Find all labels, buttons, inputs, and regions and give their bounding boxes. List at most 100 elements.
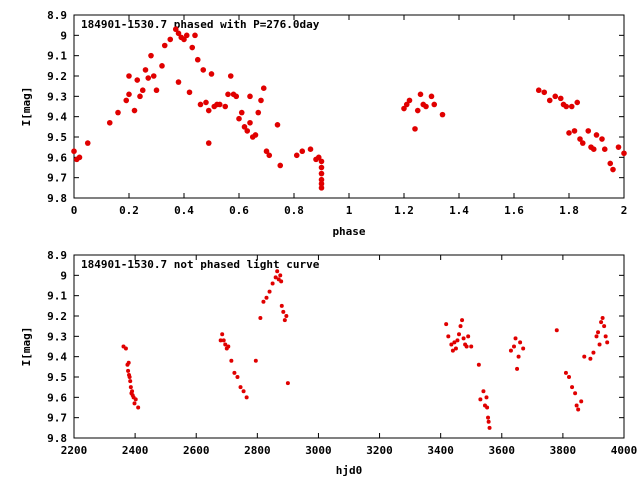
data-point xyxy=(516,354,521,359)
data-point xyxy=(476,362,481,367)
data-point xyxy=(247,93,253,100)
data-point xyxy=(159,63,165,69)
data-point xyxy=(130,389,135,394)
data-point xyxy=(167,36,174,43)
data-point xyxy=(554,328,559,333)
data-point xyxy=(318,176,325,183)
data-point xyxy=(518,340,523,345)
data-point xyxy=(252,132,259,138)
y-tick-label: 9.3 xyxy=(47,90,67,103)
data-point xyxy=(567,375,571,379)
data-point xyxy=(574,99,581,106)
data-point xyxy=(76,154,83,161)
data-point xyxy=(318,170,325,177)
data-point xyxy=(423,103,429,110)
data-point xyxy=(227,73,234,79)
x-tick-label: 0.4 xyxy=(174,204,194,217)
y-tick-label: 9.2 xyxy=(47,310,67,323)
data-point xyxy=(264,295,269,300)
data-point xyxy=(266,152,273,159)
data-points xyxy=(121,269,610,430)
data-point xyxy=(220,332,225,337)
data-point xyxy=(127,375,132,379)
data-point xyxy=(563,103,570,110)
x-tick-label: 3000 xyxy=(305,444,332,457)
data-point xyxy=(223,342,228,347)
data-point xyxy=(486,415,491,420)
data-point xyxy=(279,303,284,308)
x-tick-label: 3600 xyxy=(489,444,516,457)
data-point xyxy=(282,318,287,323)
data-point xyxy=(541,89,548,96)
y-axis-label: I[mag] xyxy=(20,327,33,367)
x-axis-label: phase xyxy=(332,225,365,238)
data-point xyxy=(596,330,601,335)
data-point xyxy=(607,160,614,167)
data-point xyxy=(318,158,325,165)
data-point xyxy=(133,397,138,402)
data-point xyxy=(235,375,240,379)
data-point xyxy=(571,128,578,134)
chart-title: 184901-1530.7 not phased light curve xyxy=(81,258,320,271)
data-point xyxy=(71,148,77,155)
data-point xyxy=(244,395,249,400)
x-tick-label: 2800 xyxy=(244,444,271,457)
data-point xyxy=(546,97,553,104)
data-point xyxy=(576,407,581,412)
data-point xyxy=(161,42,168,49)
data-point xyxy=(274,122,281,128)
data-point xyxy=(284,314,289,318)
data-point xyxy=(253,358,258,363)
plot-frame xyxy=(73,254,625,439)
data-point xyxy=(591,350,596,355)
data-point xyxy=(84,140,91,146)
data-point xyxy=(275,269,280,274)
data-point xyxy=(150,73,157,79)
data-point xyxy=(573,391,578,396)
y-tick-label: 9.5 xyxy=(47,131,67,144)
data-point xyxy=(307,146,314,152)
data-point xyxy=(247,119,253,126)
data-point xyxy=(134,77,141,83)
data-point xyxy=(431,101,438,108)
data-point xyxy=(216,101,223,108)
data-point xyxy=(579,140,586,146)
x-tick-label: 1.8 xyxy=(559,204,579,217)
data-point xyxy=(552,93,559,100)
data-point xyxy=(137,93,143,100)
data-point xyxy=(233,93,240,100)
data-point xyxy=(469,344,474,349)
data-point xyxy=(142,67,149,73)
data-point xyxy=(515,366,520,371)
y-tick-label: 9.7 xyxy=(47,172,67,185)
data-point xyxy=(485,405,490,410)
data-point xyxy=(123,346,128,351)
data-point xyxy=(590,146,597,152)
data-point xyxy=(599,136,605,142)
data-point xyxy=(197,101,204,108)
data-point xyxy=(461,336,466,341)
data-point xyxy=(139,87,146,94)
data-point xyxy=(192,32,198,39)
data-point xyxy=(260,85,267,91)
data-point xyxy=(403,101,410,108)
x-axis-label: hjd0 xyxy=(336,464,363,477)
data-point xyxy=(401,105,407,112)
y-tick-label: 9.5 xyxy=(47,371,67,384)
data-point xyxy=(568,103,575,110)
data-point xyxy=(406,97,413,104)
y-tick-label: 8.9 xyxy=(47,9,67,22)
data-point xyxy=(466,334,471,339)
data-point xyxy=(428,93,435,100)
x-tick-label: 3800 xyxy=(550,444,577,457)
data-point xyxy=(273,275,278,280)
y-tick-label: 9.7 xyxy=(47,412,67,425)
y-tick-label: 9.1 xyxy=(47,290,67,303)
x-tick-label: 2200 xyxy=(61,444,88,457)
data-point xyxy=(439,111,446,118)
data-point xyxy=(183,32,190,39)
data-point xyxy=(175,79,182,85)
data-point xyxy=(244,128,251,134)
y-tick-label: 9.6 xyxy=(47,391,67,404)
